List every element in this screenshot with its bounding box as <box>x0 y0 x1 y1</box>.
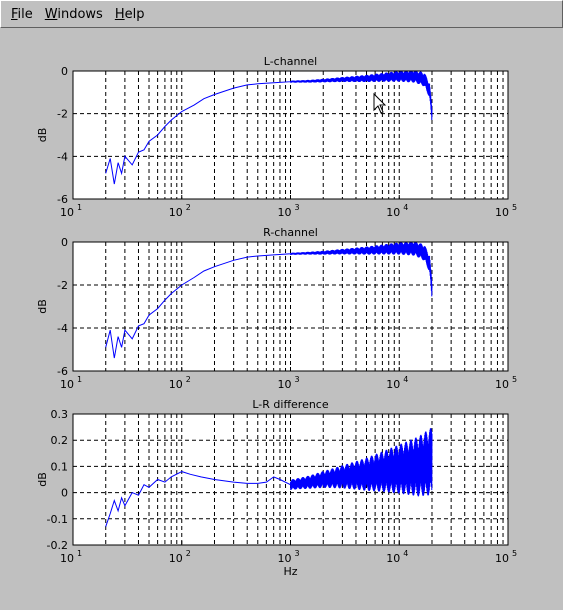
y-tick-label: 0 <box>61 487 68 500</box>
x-tick-exponent: 5 <box>512 203 517 212</box>
mouse-pointer-icon <box>373 92 387 114</box>
x-tick-exponent: 4 <box>403 375 408 384</box>
x-tick-label: 10 <box>495 552 509 565</box>
x-tick-label: 10 <box>495 378 509 391</box>
subplot-title: L-channel <box>264 55 317 68</box>
y-axis-label: dB <box>36 128 49 143</box>
x-tick-label: 10 <box>278 552 292 565</box>
x-tick-exponent: 1 <box>77 203 82 212</box>
x-tick-exponent: 2 <box>186 549 191 558</box>
y-tick-label: -4 <box>57 150 68 163</box>
x-tick-exponent: 3 <box>295 375 300 384</box>
x-tick-label: 10 <box>60 378 74 391</box>
y-tick-label: 0.3 <box>51 408 69 421</box>
x-tick-label: 10 <box>169 206 183 219</box>
x-tick-label: 10 <box>169 378 183 391</box>
y-tick-label: 0.2 <box>51 434 69 447</box>
y-tick-label: 0 <box>61 236 68 249</box>
subplot-3: 10 1 10 2 10 3 10 4 10 5-0.2-0.100.10.20.3L-R dif… <box>36 398 517 578</box>
x-tick-label: 10 <box>386 378 400 391</box>
x-tick-exponent: 3 <box>295 549 300 558</box>
grid <box>73 242 508 371</box>
x-tick-exponent: 1 <box>77 549 82 558</box>
data-line <box>105 241 433 359</box>
menu-file[interactable]: File <box>11 6 33 22</box>
x-tick-label: 10 <box>60 206 74 219</box>
y-tick-label: 0.1 <box>51 460 69 473</box>
x-tick-exponent: 4 <box>403 549 408 558</box>
y-axis-label: dB <box>36 299 49 314</box>
x-tick-label: 10 <box>495 206 509 219</box>
menu-bar: File Windows Help <box>0 0 563 28</box>
x-tick-exponent: 2 <box>186 203 191 212</box>
data-line <box>105 428 433 527</box>
subplot-title: L-R difference <box>252 398 328 411</box>
menu-windows[interactable]: Windows <box>44 6 103 22</box>
y-tick-label: 0 <box>61 65 68 78</box>
x-tick-exponent: 5 <box>512 375 517 384</box>
grid <box>73 71 508 199</box>
x-tick-exponent: 3 <box>295 203 300 212</box>
x-tick-exponent: 1 <box>77 375 82 384</box>
data-line <box>105 70 433 185</box>
subplot-title: R-channel <box>263 226 318 239</box>
y-tick-label: -0.1 <box>47 513 68 526</box>
y-tick-label: -4 <box>57 322 68 335</box>
x-axis-label: Hz <box>283 565 297 578</box>
y-tick-label: -0.2 <box>47 539 68 552</box>
x-tick-exponent: 2 <box>186 375 191 384</box>
x-tick-label: 10 <box>386 552 400 565</box>
x-tick-exponent: 5 <box>512 549 517 558</box>
y-tick-label: -6 <box>57 193 68 206</box>
x-tick-label: 10 <box>278 378 292 391</box>
x-tick-exponent: 4 <box>403 203 408 212</box>
menu-help[interactable]: Help <box>114 6 145 22</box>
y-tick-label: -2 <box>57 108 68 121</box>
x-tick-label: 10 <box>60 552 74 565</box>
x-tick-label: 10 <box>169 552 183 565</box>
x-tick-label: 10 <box>278 206 292 219</box>
x-tick-label: 10 <box>386 206 400 219</box>
y-tick-label: -6 <box>57 365 68 378</box>
y-axis-label: dB <box>36 472 49 487</box>
y-tick-label: -2 <box>57 279 68 292</box>
